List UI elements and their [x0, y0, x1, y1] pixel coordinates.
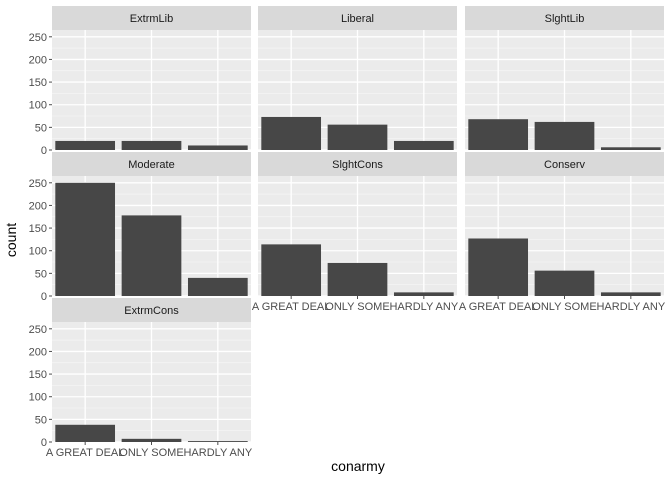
facet-liberal: Liberal — [258, 6, 457, 151]
bar-moderate-a-great-deal — [55, 182, 116, 296]
facet-panels: ExtrmLib 0 50 100 150 200 250 Liberal SlghtLib Mo… — [29, 6, 666, 459]
x-tick-label: ONLY SOME — [119, 447, 183, 459]
y-tick-label: 150 — [29, 369, 47, 381]
bar-extrmcons-hardly-any — [187, 441, 248, 442]
bar-slghtlib-a-great-deal — [468, 119, 529, 150]
y-tick-label: 50 — [35, 414, 47, 426]
bar-extrmlib-hardly-any — [187, 145, 248, 150]
bar-conserv-a-great-deal — [468, 238, 529, 296]
y-tick-label: 50 — [35, 268, 47, 280]
y-tick-label: 200 — [29, 346, 47, 358]
y-tick-label: 250 — [29, 324, 47, 336]
bar-moderate-hardly-any — [187, 277, 248, 296]
y-tick-label: 100 — [29, 392, 47, 404]
bar-liberal-a-great-deal — [261, 116, 322, 150]
facet-extrmcons: ExtrmCons 0 50 100 150 200 250 A GREAT DEALONLY… — [29, 298, 253, 459]
y-tick-label: 0 — [41, 145, 47, 157]
bar-slghtlib-hardly-any — [600, 147, 661, 150]
facet-strip-label: SlghtCons — [332, 159, 383, 171]
facet-strip — [52, 298, 251, 322]
facet-strip-label: Liberal — [341, 13, 374, 25]
bar-extrmlib-a-great-deal — [55, 140, 116, 150]
facet-strip — [465, 152, 664, 176]
y-tick-label: 250 — [29, 178, 47, 190]
facet-strip-label: SlghtLib — [545, 13, 585, 25]
facet-extrmlib: ExtrmLib 0 50 100 150 200 250 — [29, 6, 251, 157]
y-tick-label: 50 — [35, 122, 47, 134]
x-tick-label: HARDLY ANY — [389, 301, 458, 313]
bar-moderate-only-some — [121, 215, 182, 296]
y-tick-label: 250 — [29, 32, 47, 44]
bar-conserv-hardly-any — [600, 292, 661, 296]
bar-slghtcons-only-some — [327, 262, 388, 296]
x-tick-label: A GREAT DEAL — [459, 301, 537, 313]
bar-extrmlib-only-some — [121, 140, 182, 150]
bar-extrmcons-only-some — [121, 438, 182, 442]
y-tick-label: 0 — [41, 437, 47, 449]
y-tick-label: 0 — [41, 291, 47, 303]
bar-liberal-hardly-any — [393, 140, 454, 150]
facet-slghtlib: SlghtLib — [465, 6, 664, 151]
x-tick-label: A GREAT DEAL — [252, 301, 330, 313]
bar-extrmcons-a-great-deal — [55, 424, 116, 442]
facet-strip-label: Conserv — [544, 159, 585, 171]
x-tick-label: ONLY SOME — [325, 301, 389, 313]
y-tick-label: 200 — [29, 200, 47, 212]
y-tick-label: 150 — [29, 223, 47, 235]
y-tick-label: 100 — [29, 100, 47, 112]
bar-slghtcons-hardly-any — [393, 292, 454, 296]
facet-moderate: Moderate 0 50 100 150 200 250 — [29, 152, 251, 303]
facet-strip-label: ExtrmCons — [124, 305, 179, 317]
y-tick-label: 200 — [29, 54, 47, 66]
facet-strip — [52, 152, 251, 176]
bar-slghtlib-only-some — [534, 121, 595, 150]
facet-strip — [258, 152, 457, 176]
x-tick-label: HARDLY ANY — [183, 447, 252, 459]
facet-strip — [258, 6, 457, 30]
facet-strip — [465, 6, 664, 30]
y-axis-title: count — [3, 223, 19, 257]
bar-conserv-only-some — [534, 270, 595, 296]
x-tick-label: A GREAT DEAL — [46, 447, 124, 459]
bar-liberal-only-some — [327, 124, 388, 150]
x-tick-label: HARDLY ANY — [596, 301, 665, 313]
facet-strip-label: ExtrmLib — [130, 13, 173, 25]
y-tick-label: 100 — [29, 246, 47, 258]
facet-strip-label: Moderate — [128, 159, 174, 171]
y-tick-label: 150 — [29, 77, 47, 89]
facet-strip — [52, 6, 251, 30]
x-axis-title: conarmy — [331, 458, 385, 474]
bar-slghtcons-a-great-deal — [261, 244, 322, 296]
x-tick-label: ONLY SOME — [532, 301, 596, 313]
